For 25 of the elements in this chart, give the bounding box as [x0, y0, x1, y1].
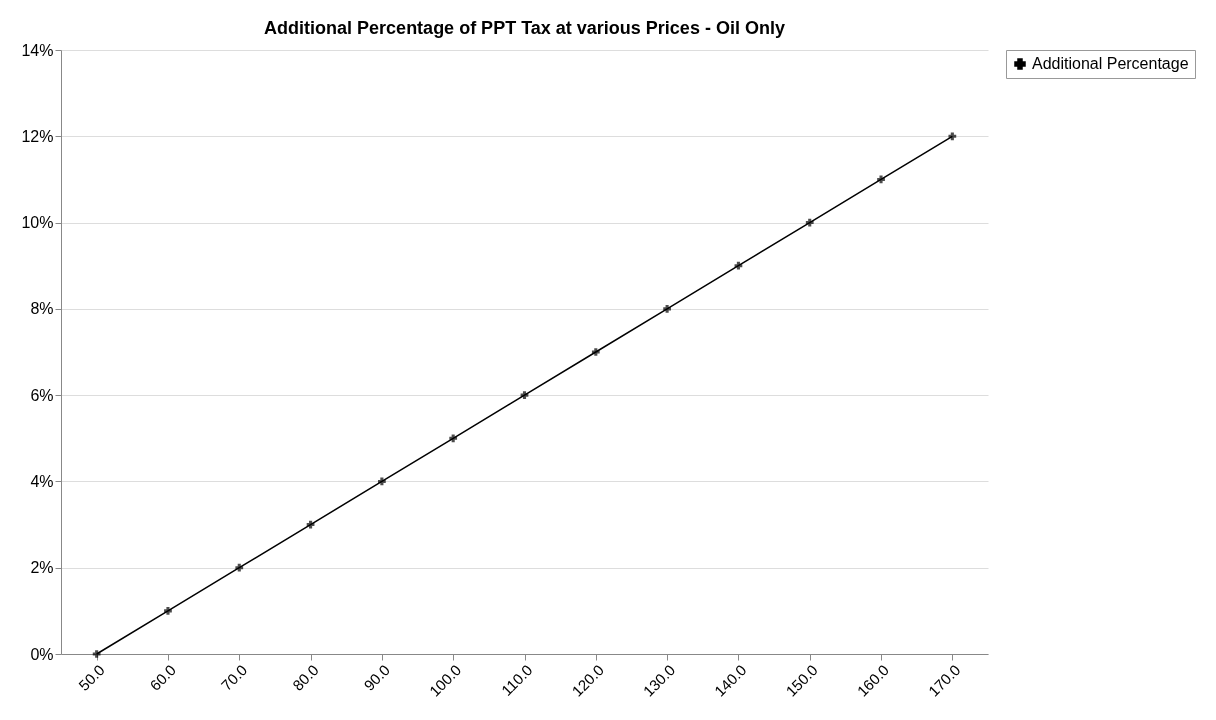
- point: [663, 304, 671, 313]
- point: [92, 650, 101, 658]
- legend-label: Additional Percentage: [1032, 55, 1189, 72]
- y-tick-label: 10%: [21, 214, 54, 232]
- point: [520, 391, 529, 400]
- x-tick-label: 60.0: [146, 661, 180, 694]
- y-tick-label: 2%: [30, 559, 54, 577]
- point: [877, 175, 885, 184]
- point: [805, 218, 814, 227]
- x-tick-label: 70.0: [217, 661, 251, 694]
- point: [734, 261, 743, 270]
- point: [235, 563, 244, 572]
- y-tick-label: 12%: [21, 127, 54, 145]
- y-tick-label: 4%: [30, 472, 54, 490]
- y-tick-label: 8%: [30, 300, 54, 318]
- point: [591, 348, 600, 356]
- point: [948, 132, 957, 141]
- y-tick-label: 0%: [30, 645, 54, 663]
- point: [449, 434, 458, 443]
- chart-title: Additional Percentage of PPT Tax at various Prices - Oil Only: [264, 18, 785, 38]
- point: [378, 477, 386, 486]
- y-tick-label: 14%: [21, 41, 54, 59]
- point: [164, 606, 172, 615]
- y-tick-label: 6%: [30, 386, 54, 404]
- x-tick-label: 90.0: [360, 661, 393, 694]
